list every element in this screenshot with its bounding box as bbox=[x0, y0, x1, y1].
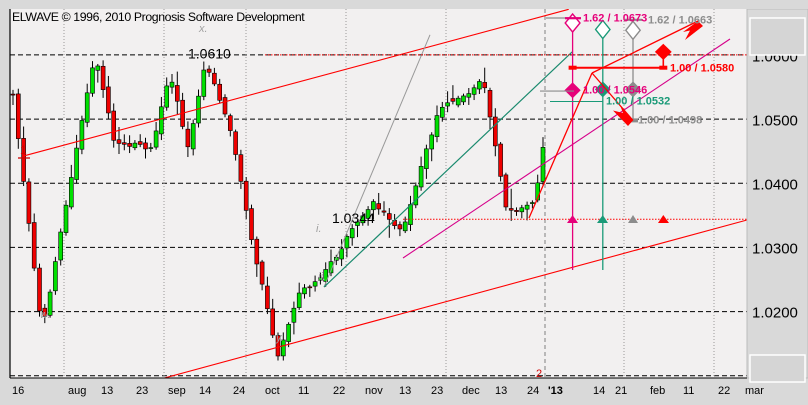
svg-text:oct: oct bbox=[265, 385, 280, 397]
svg-text:24: 24 bbox=[233, 385, 245, 397]
svg-text:14: 14 bbox=[199, 385, 211, 397]
svg-text:1.0610: 1.0610 bbox=[188, 46, 231, 62]
svg-text:sep: sep bbox=[168, 385, 186, 397]
svg-text:i.: i. bbox=[316, 223, 322, 235]
svg-text:16: 16 bbox=[12, 385, 24, 397]
svg-text:aug: aug bbox=[68, 385, 86, 397]
svg-text:'13: '13 bbox=[548, 385, 563, 397]
svg-text:1.0500: 1.0500 bbox=[752, 113, 798, 130]
svg-text:13: 13 bbox=[101, 385, 113, 397]
svg-text:14: 14 bbox=[593, 385, 605, 397]
svg-text:1.62 / 1.0673: 1.62 / 1.0673 bbox=[583, 13, 647, 25]
svg-text:13: 13 bbox=[495, 385, 507, 397]
svg-text:23: 23 bbox=[431, 385, 443, 397]
svg-text:13: 13 bbox=[399, 385, 411, 397]
svg-text:1.0200: 1.0200 bbox=[752, 305, 798, 322]
svg-text:ii.: ii. bbox=[318, 271, 326, 283]
svg-text:23: 23 bbox=[136, 385, 148, 397]
svg-text:11: 11 bbox=[298, 385, 309, 397]
svg-text:1.00 / 1.0532: 1.00 / 1.0532 bbox=[606, 96, 670, 108]
svg-text:1.00 / 1.0498: 1.00 / 1.0498 bbox=[638, 115, 702, 127]
svg-text:w.: w. bbox=[40, 309, 50, 321]
svg-text:21: 21 bbox=[615, 385, 627, 397]
svg-text:feb: feb bbox=[650, 385, 665, 397]
svg-text:ELWAVE © 1996, 2010 Prognosis: ELWAVE © 1996, 2010 Prognosis Software D… bbox=[12, 10, 305, 24]
svg-text:y.: y. bbox=[275, 332, 284, 344]
svg-text:11: 11 bbox=[683, 385, 694, 397]
svg-text:1.62 / 1.0663: 1.62 / 1.0663 bbox=[648, 15, 712, 27]
svg-text:dec: dec bbox=[462, 385, 480, 397]
svg-text:nov: nov bbox=[365, 385, 383, 397]
svg-text:1.0400: 1.0400 bbox=[752, 177, 798, 194]
svg-text:22: 22 bbox=[718, 385, 730, 397]
svg-text:1.0344: 1.0344 bbox=[332, 210, 375, 226]
svg-text:1.0300: 1.0300 bbox=[752, 241, 798, 258]
svg-text:24: 24 bbox=[527, 385, 539, 397]
svg-text:1: 1 bbox=[20, 143, 27, 157]
svg-text:1.00 / 1.0580: 1.00 / 1.0580 bbox=[670, 63, 734, 75]
svg-text:2: 2 bbox=[536, 368, 542, 380]
svg-text:22: 22 bbox=[333, 385, 345, 397]
svg-text:x.: x. bbox=[198, 23, 208, 35]
svg-text:mar: mar bbox=[745, 385, 764, 397]
